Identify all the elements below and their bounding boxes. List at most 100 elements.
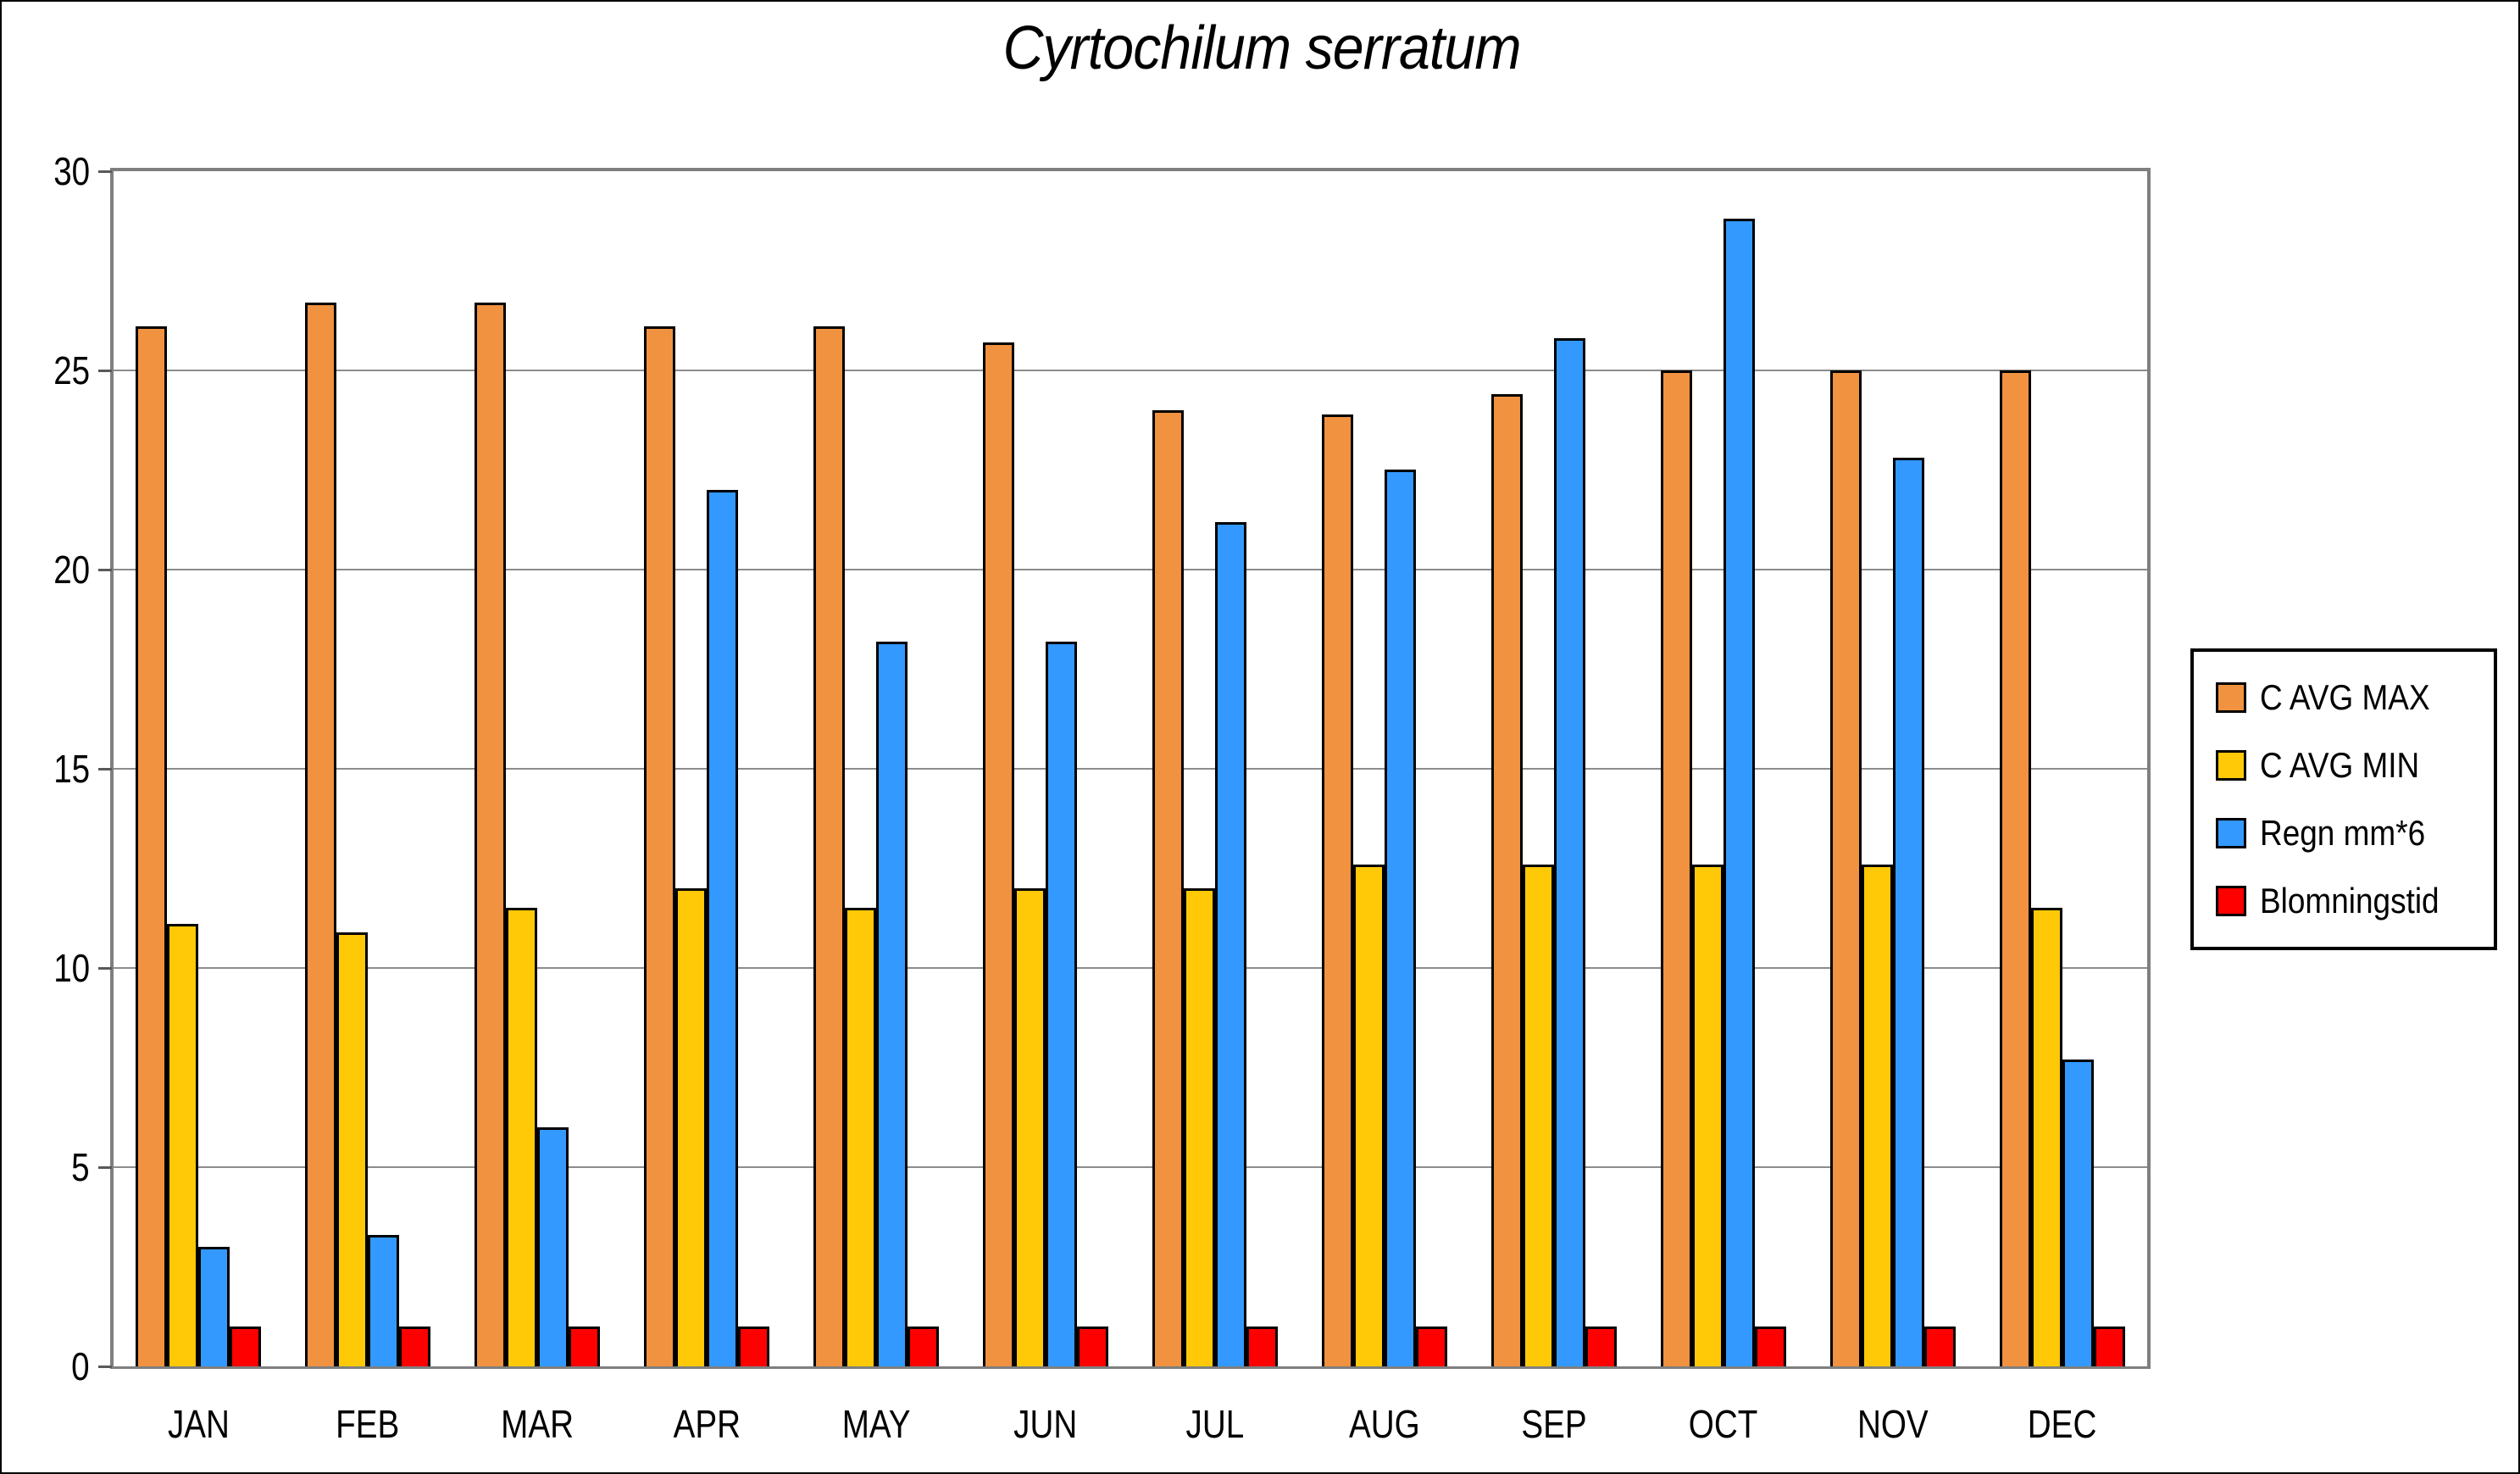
y-tick-label: 25 [53,348,90,392]
bar-c-avg-max-jul [1152,410,1184,1366]
legend-item: Blomningstid [2216,881,2494,921]
bar-regn-mm-6-feb [368,1235,399,1366]
bar-blomningstid-jan [230,1327,261,1366]
bar-blomningstid-jun [1077,1327,1108,1366]
bar-c-avg-min-may [845,908,876,1366]
bar-c-avg-min-aug [1353,865,1385,1366]
bar-blomningstid-nov [1924,1327,1956,1366]
gridline-y-5 [114,1166,2147,1168]
y-axis-tick [98,569,112,571]
legend-label: C AVG MAX [2260,677,2430,717]
bar-c-avg-max-jun [983,342,1014,1366]
bar-c-avg-min-nov [1862,865,1893,1366]
gridline-y-10 [114,967,2147,969]
bar-group-jul [1130,171,1300,1366]
y-tick-label: 5 [71,1145,90,1189]
gridline-y-25 [114,370,2147,371]
bar-c-avg-max-dec [2000,370,2031,1366]
bar-blomningstid-may [908,1327,939,1366]
legend-swatch-blomningstid [2216,886,2246,916]
y-axis-tick [98,768,112,770]
y-axis-tick [98,370,112,372]
bar-c-avg-max-mar [475,303,506,1366]
legend-label: Blomningstid [2260,881,2440,921]
bar-blomningstid-apr [738,1327,769,1366]
y-tick-label: 20 [53,548,90,592]
y-tick-label: 10 [53,946,90,990]
bar-c-avg-min-jan [167,924,198,1366]
bar-regn-mm-6-jan [198,1247,230,1366]
chart-title-text: Cyrtochilum serratum [1002,14,1521,82]
bar-c-avg-max-jan [136,326,167,1366]
bar-blomningstid-dec [2094,1327,2125,1366]
bar-c-avg-max-may [813,326,845,1366]
x-tick-label-sep: SEP [1521,1402,1587,1446]
x-tick-label-dec: DEC [2028,1402,2097,1446]
bar-c-avg-min-dec [2031,908,2062,1366]
legend-item: C AVG MIN [2216,745,2494,786]
gridline-y-15 [114,768,2147,770]
bar-regn-mm-6-dec [2062,1060,2094,1366]
y-axis-tick [98,1166,112,1169]
y-tick-label: 30 [53,149,90,193]
y-tick-label: 15 [53,747,90,791]
bar-regn-mm-6-jun [1046,642,1077,1366]
x-tick-label-mar: MAR [501,1402,574,1446]
bar-c-avg-max-apr [644,326,675,1366]
bar-group-aug [1300,171,1469,1366]
y-tick-label: 0 [71,1344,90,1388]
x-tick-label-jun: JUN [1013,1402,1078,1446]
gridline-y-20 [114,569,2147,570]
x-tick-label-may: MAY [841,1402,911,1446]
y-axis-tick [98,1366,112,1368]
x-tick-label-feb: FEB [336,1402,400,1446]
plot-area [110,168,2151,1369]
legend: C AVG MAX C AVG MIN Regn mm*6 Blomningst… [2190,648,2497,950]
bar-c-avg-min-sep [1523,865,1554,1366]
bar-regn-mm-6-may [876,642,908,1366]
x-tick-label-oct: OCT [1689,1402,1758,1446]
bar-regn-mm-6-apr [707,490,738,1366]
bar-c-avg-max-feb [305,303,336,1366]
legend-item: Regn mm*6 [2216,813,2494,854]
legend-item: C AVG MAX [2216,677,2494,718]
bar-group-dec [1978,171,2147,1366]
bar-regn-mm-6-mar [537,1127,569,1366]
bar-c-avg-min-jul [1184,888,1215,1366]
bar-group-jan [114,171,283,1366]
x-tick-label-jan: JAN [167,1402,230,1446]
bar-blomningstid-aug [1416,1327,1447,1366]
bar-blomningstid-mar [569,1327,600,1366]
y-axis-tick [98,967,112,970]
bar-c-avg-max-aug [1322,414,1353,1366]
bar-c-avg-max-sep [1491,394,1523,1366]
legend-label: C AVG MIN [2260,745,2420,785]
x-tick-label-jul: JUL [1185,1402,1245,1446]
x-tick-label-apr: APR [673,1402,741,1446]
bar-c-avg-min-apr [675,888,707,1366]
bar-group-oct [1639,171,1808,1366]
bar-group-mar [452,171,622,1366]
bar-regn-mm-6-nov [1893,458,1924,1366]
legend-swatch-c-avg-min [2216,750,2246,781]
bar-group-feb [283,171,452,1366]
bar-regn-mm-6-sep [1554,338,1585,1366]
bar-group-apr [622,171,791,1366]
x-tick-label-aug: AUG [1349,1402,1420,1446]
legend-swatch-regn-mm [2216,818,2246,848]
bar-blomningstid-jul [1246,1327,1278,1366]
bar-c-avg-min-feb [336,932,368,1366]
bar-group-may [791,171,961,1366]
bar-regn-mm-6-oct [1723,219,1755,1366]
legend-label: Regn mm*6 [2260,813,2426,853]
chart-title: Cyrtochilum serratum [2,14,2518,83]
bar-c-avg-min-mar [506,908,537,1366]
bar-c-avg-min-jun [1014,888,1046,1366]
bar-c-avg-min-oct [1692,865,1723,1366]
bar-group-nov [1808,171,1978,1366]
bar-blomningstid-feb [399,1327,430,1366]
bar-blomningstid-sep [1585,1327,1617,1366]
bar-c-avg-max-nov [1830,370,1862,1366]
bar-blomningstid-oct [1755,1327,1786,1366]
